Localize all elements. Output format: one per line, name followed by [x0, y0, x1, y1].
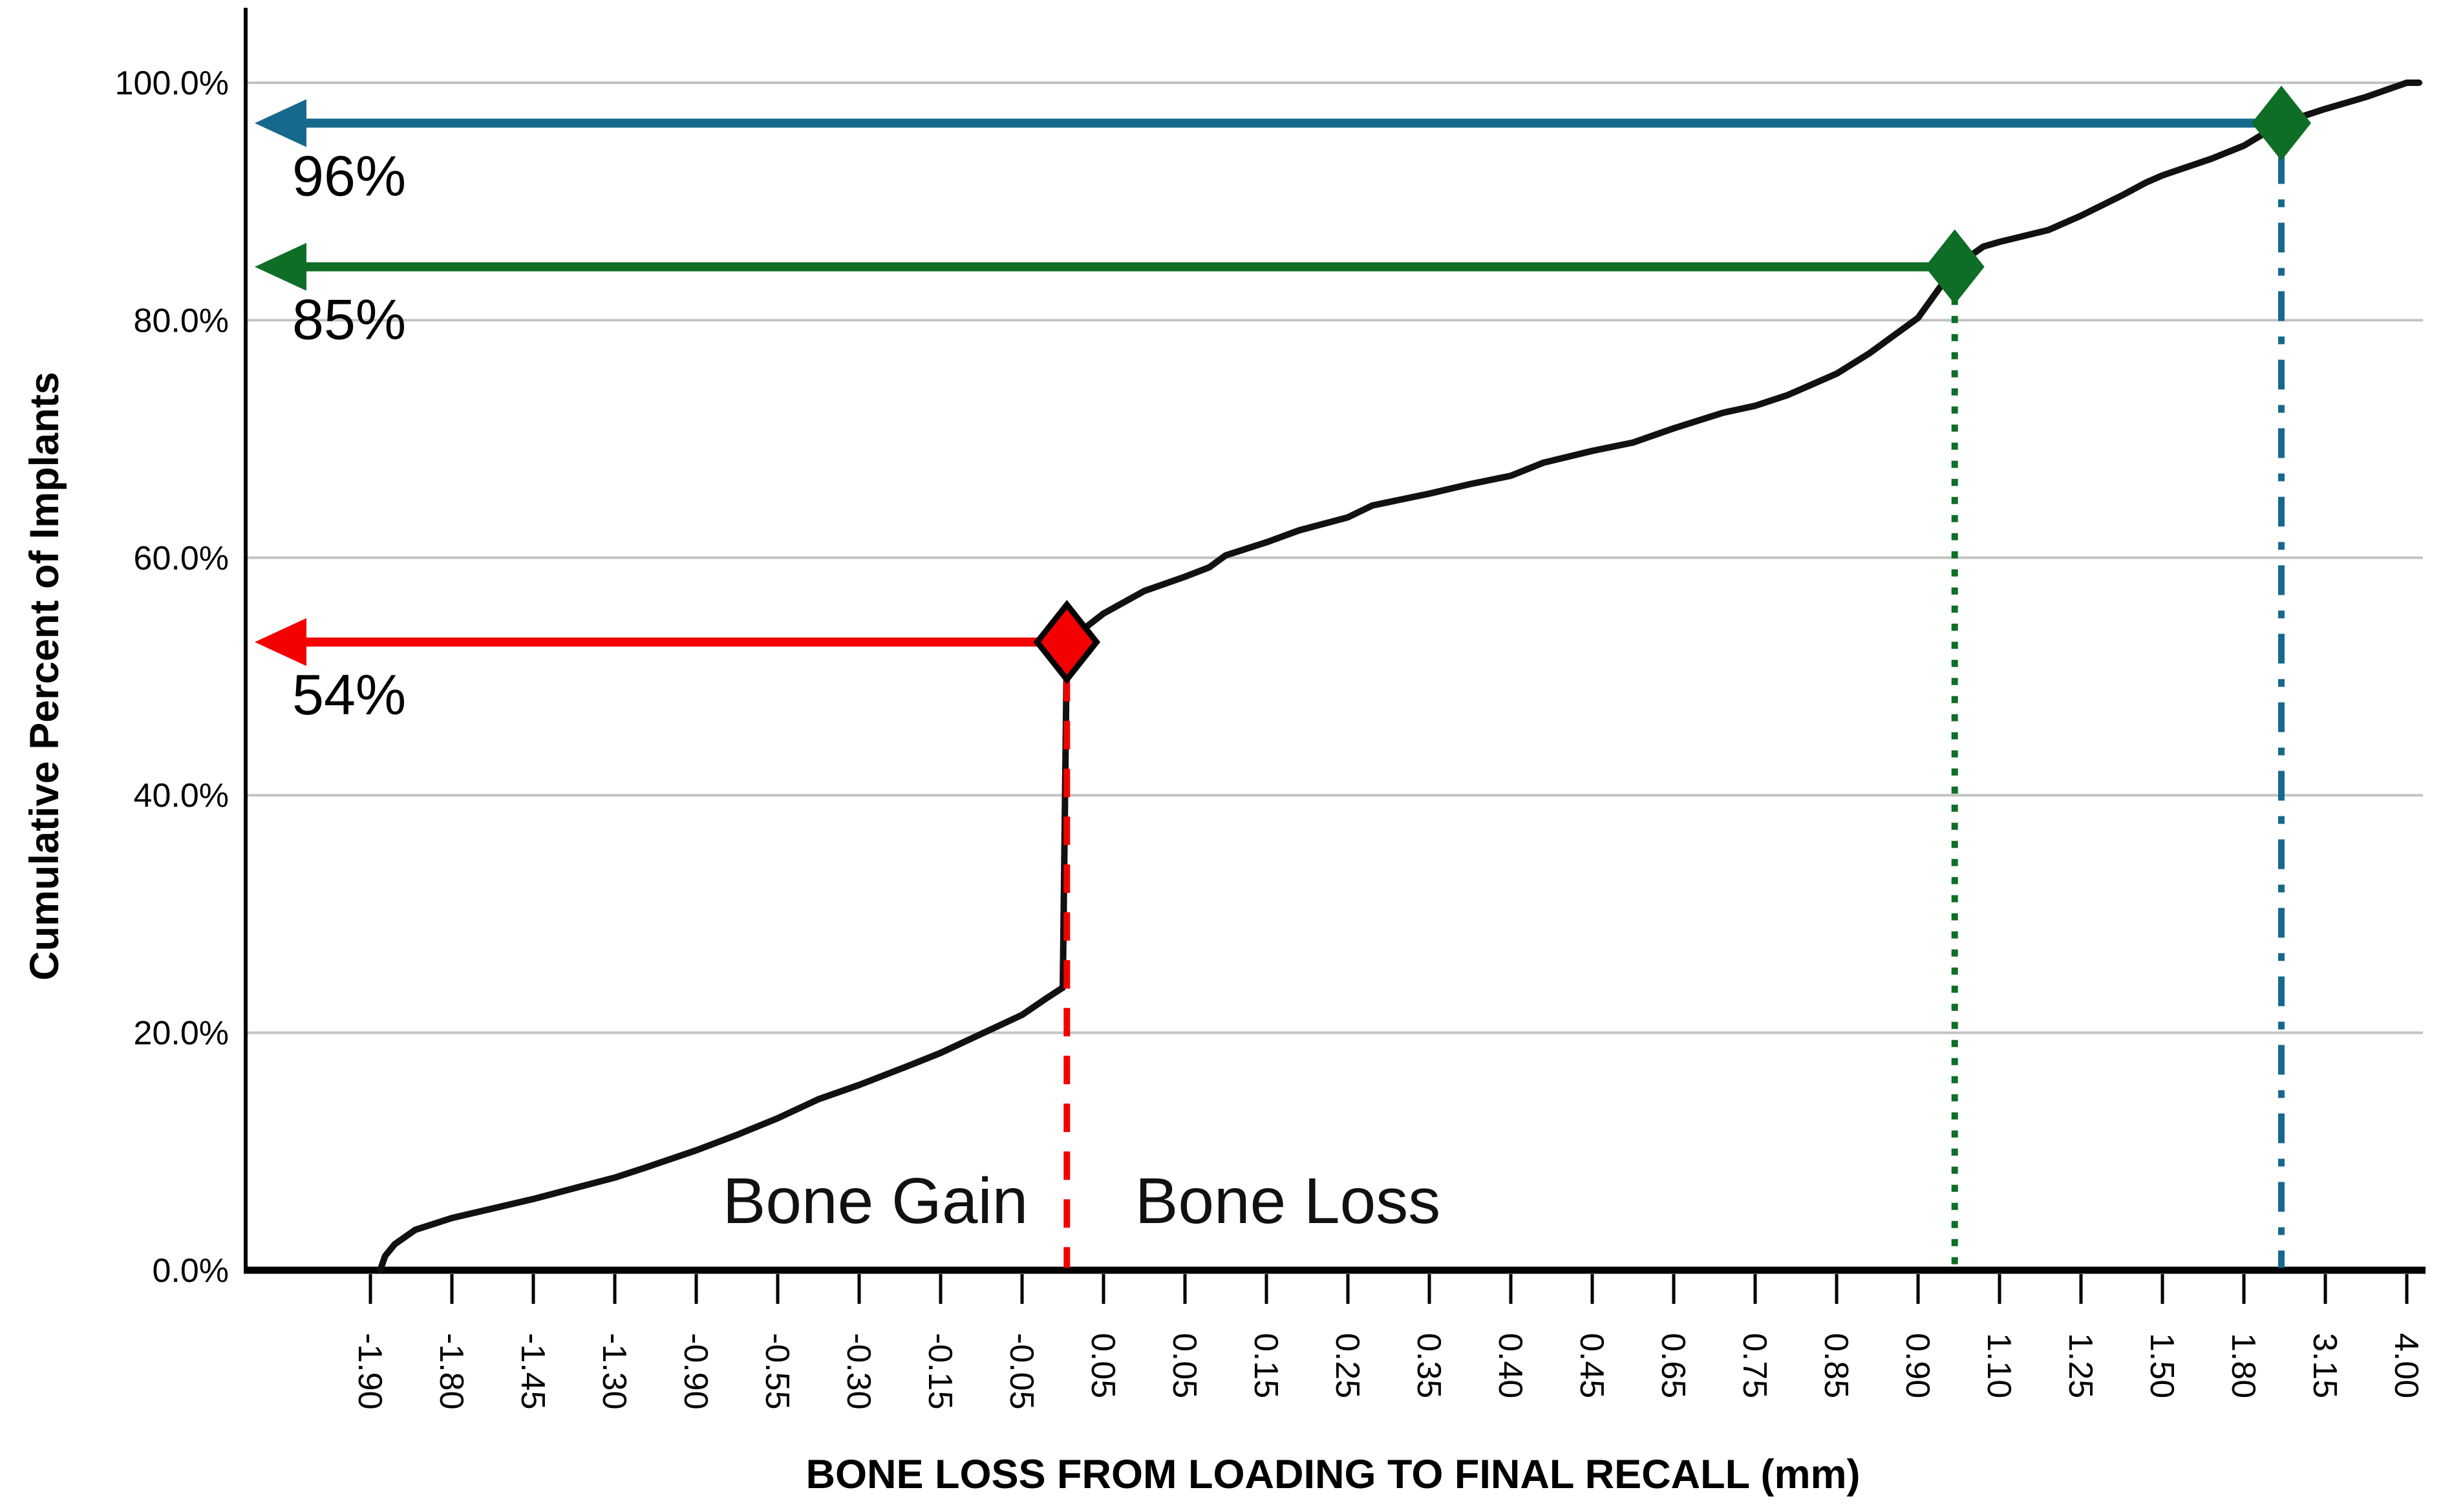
y-tick-label-20: 20.0% — [134, 1015, 229, 1052]
x-tick-label-4: -0.90 — [677, 1333, 714, 1410]
x-tick-label-group-23: 1.80 — [2224, 1333, 2262, 1398]
x-tick-label-group-2: -1.45 — [514, 1333, 551, 1410]
x-tick-label-group-24: 3.15 — [2306, 1333, 2343, 1398]
x-tick-label-group-20: 1.10 — [1980, 1333, 2018, 1398]
x-tick-label-22: 1.50 — [2143, 1333, 2181, 1398]
reference-label-85: 85% — [292, 288, 406, 352]
cumulative-curve — [377, 80, 2422, 1273]
bone-loss-region-label: Bone Loss — [1135, 1165, 1441, 1237]
x-tick-label-group-3: -1.30 — [595, 1333, 633, 1410]
x-tick-label-0: -1.90 — [351, 1333, 389, 1410]
reference-diamond-85 — [1925, 229, 1985, 304]
x-tick-label-group-0: -1.90 — [351, 1333, 389, 1410]
reference-label-96: 96% — [292, 144, 406, 208]
y-tick-label-100: 100.0% — [115, 65, 229, 102]
x-tick-label-group-13: 0.35 — [1410, 1333, 1447, 1398]
x-tick-label-15: 0.45 — [1573, 1333, 1610, 1398]
x-tick-label-12: 0.25 — [1328, 1333, 1366, 1398]
x-tick-label-group-6: -0.30 — [840, 1333, 877, 1410]
x-tick-label-group-21: 1.25 — [2062, 1333, 2099, 1398]
x-tick-label-group-10: 0.05 — [1166, 1333, 1203, 1398]
y-tick-label-60: 60.0% — [134, 540, 229, 577]
x-tick-label-11: 0.15 — [1247, 1333, 1285, 1398]
reference-arrowhead-85 — [255, 242, 306, 291]
reference-diamond-96 — [2251, 85, 2311, 161]
x-tick-label-group-8: -0.05 — [1003, 1333, 1040, 1410]
x-tick-label-group-18: 0.85 — [1817, 1333, 1855, 1398]
x-tick-label-group-14: 0.40 — [1491, 1333, 1529, 1398]
x-tick-label-group-4: -0.90 — [677, 1333, 714, 1410]
x-tick-label-25: 4.00 — [2387, 1333, 2425, 1398]
x-tick-label-8: -0.05 — [1003, 1333, 1040, 1410]
x-tick-label-group-15: 0.45 — [1573, 1333, 1610, 1398]
x-tick-label-7: -0.15 — [921, 1333, 959, 1410]
y-tick-label-80: 80.0% — [134, 302, 229, 339]
x-tick-label-group-11: 0.15 — [1247, 1333, 1285, 1398]
x-tick-label-14: 0.40 — [1491, 1333, 1529, 1398]
x-tick-label-group-7: -0.15 — [921, 1333, 959, 1410]
x-tick-label-16: 0.65 — [1654, 1333, 1692, 1398]
y-tick-label-0: 0.0% — [152, 1252, 229, 1290]
x-tick-label-3: -1.30 — [595, 1333, 633, 1410]
y-axis-title: Cumulative Percent of Implants — [22, 372, 67, 981]
x-tick-label-13: 0.35 — [1410, 1333, 1447, 1398]
x-tick-label-5: -0.55 — [758, 1333, 796, 1410]
x-tick-label-group-16: 0.65 — [1654, 1333, 1692, 1398]
reference-label-54: 54% — [292, 663, 406, 727]
x-tick-label-2: -1.45 — [514, 1333, 551, 1410]
x-tick-label-17: 0.75 — [1736, 1333, 1773, 1398]
reference-arrowhead-96 — [255, 99, 306, 147]
x-tick-label-20: 1.10 — [1980, 1333, 2018, 1398]
x-tick-label-group-12: 0.25 — [1328, 1333, 1366, 1398]
reference-diamond-54 — [1033, 599, 1101, 685]
x-tick-label-group-5: -0.55 — [758, 1333, 796, 1410]
bone-gain-region-label: Bone Gain — [723, 1165, 1029, 1237]
x-tick-label-21: 1.25 — [2062, 1333, 2099, 1398]
x-tick-label-9: 0.05 — [1084, 1333, 1122, 1398]
x-tick-label-6: -0.30 — [840, 1333, 877, 1410]
x-tick-label-1: -1.80 — [432, 1333, 470, 1410]
x-tick-label-group-25: 4.00 — [2387, 1333, 2425, 1398]
x-tick-label-23: 1.80 — [2224, 1333, 2262, 1398]
plot-area: 0.0% 20.0% 40.0% 60.0% 80.0% 100.0% -1.90 -1.80… — [115, 8, 2426, 1410]
y-tick-label-40: 40.0% — [134, 777, 229, 815]
x-tick-label-18: 0.85 — [1817, 1333, 1855, 1398]
x-tick-label-19: 0.90 — [1899, 1333, 1936, 1398]
x-tick-label-group-17: 0.75 — [1736, 1333, 1773, 1398]
x-axis-title: BONE LOSS FROM LOADING TO FINAL RECALL (… — [805, 1452, 1860, 1497]
x-tick-label-group-9: 0.05 — [1084, 1333, 1122, 1398]
x-tick-label-group-22: 1.50 — [2143, 1333, 2181, 1398]
x-tick-label-group-19: 0.90 — [1899, 1333, 1936, 1398]
x-tick-label-group-1: -1.80 — [432, 1333, 470, 1410]
x-tick-label-10: 0.05 — [1166, 1333, 1203, 1398]
reference-arrowhead-54 — [255, 618, 306, 666]
x-tick-label-24: 3.15 — [2306, 1333, 2343, 1398]
